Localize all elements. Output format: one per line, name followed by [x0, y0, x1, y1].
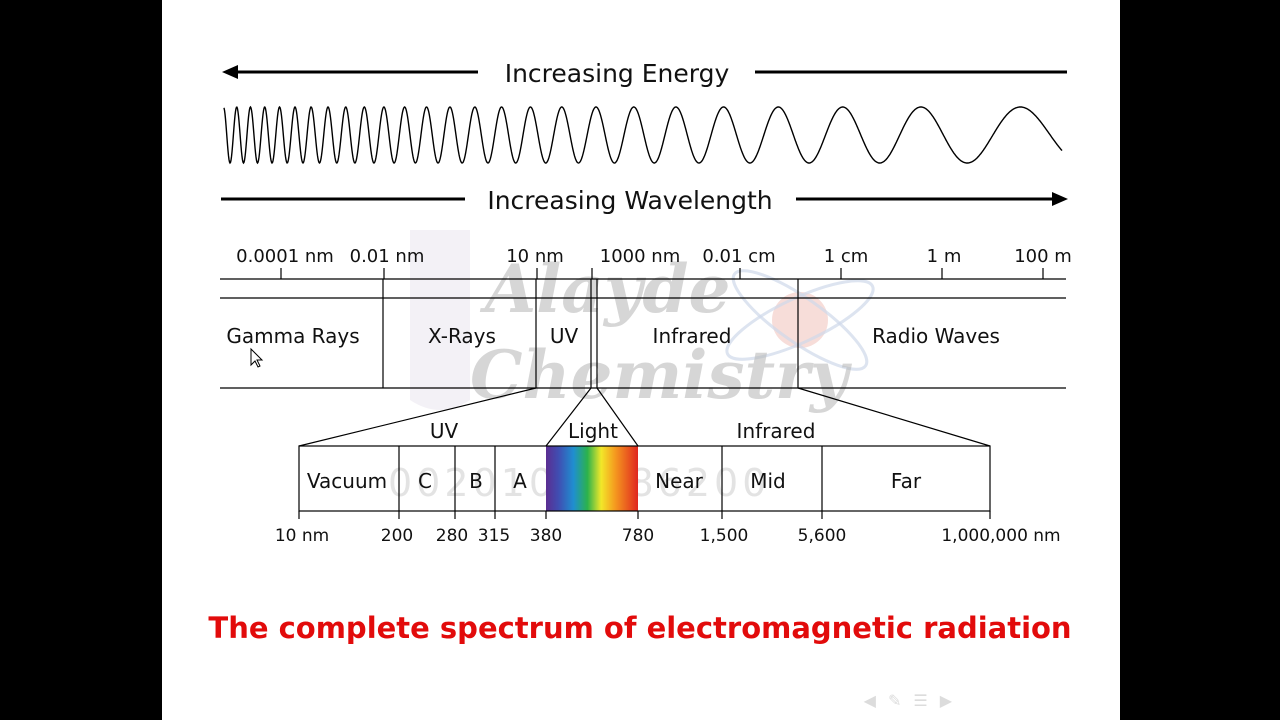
band-infrared: Infrared	[653, 324, 732, 348]
tick-label: 280	[436, 526, 468, 546]
group-label-light: Light	[568, 419, 618, 443]
band-uv: UV	[550, 324, 579, 348]
tick-label: 5,600	[798, 526, 847, 546]
watermark-line1: Alayde	[479, 250, 731, 328]
wavelength-scale: 0.0001 nm 0.01 nm 10 nm 1000 nm 0.01 cm …	[236, 246, 1072, 279]
sub-band-far: Far	[891, 469, 922, 493]
scale-label: 100 m	[1014, 246, 1072, 267]
tick-label: 1,000,000 nm	[941, 526, 1060, 546]
energy-label: Increasing Energy	[505, 59, 730, 88]
wave	[223, 105, 1063, 165]
pen-icon[interactable]: ✎	[887, 691, 902, 710]
prev-icon[interactable]: ◀	[863, 691, 876, 710]
energy-arrow: Increasing Energy	[222, 59, 1067, 88]
visible-light-spectrum	[546, 446, 638, 511]
scale-label: 0.01 cm	[702, 246, 775, 267]
tick-label: 780	[622, 526, 654, 546]
sub-band-box	[298, 445, 991, 519]
sub-band-a: A	[513, 469, 527, 493]
group-label-uv: UV	[430, 419, 459, 443]
sub-band-near: Near	[655, 469, 704, 493]
watermark-flask-icon	[410, 230, 470, 410]
wavelength-arrow: Increasing Wavelength	[221, 186, 1068, 215]
tick-label: 380	[530, 526, 562, 546]
sub-band-vacuum: Vacuum	[307, 469, 387, 493]
tick-label: 1,500	[700, 526, 749, 546]
sub-band-mid: Mid	[750, 469, 786, 493]
group-label-infrared: Infrared	[737, 419, 816, 443]
scale-label: 1 m	[927, 246, 962, 267]
sub-bands: Vacuum C B A Near Mid Far	[307, 469, 922, 493]
band-x-rays: X-Rays	[428, 324, 496, 348]
band-gamma-rays: Gamma Rays	[226, 324, 359, 348]
band-radio-waves: Radio Waves	[872, 324, 1000, 348]
tick-label: 315	[478, 526, 510, 546]
scale-label: 10 nm	[506, 246, 564, 267]
tick-label: 200	[381, 526, 413, 546]
next-icon[interactable]: ▶	[939, 691, 952, 710]
scale-label: 1000 nm	[600, 246, 680, 267]
slide-caption: The complete spectrum of electromagnetic…	[208, 611, 1071, 645]
watermark-atom-icon	[772, 292, 828, 348]
arrow-right-icon	[1052, 192, 1068, 206]
scale-label: 0.0001 nm	[236, 246, 334, 267]
slide-nav: ◀ ✎ ☰ ▶	[864, 691, 952, 710]
tick-label: 10 nm	[275, 526, 329, 546]
em-spectrum-diagram: Alayde Chemistry 002010 0286200 Increasi…	[208, 59, 1072, 645]
mouse-cursor-icon	[250, 347, 264, 368]
wavelength-label: Increasing Wavelength	[487, 186, 772, 215]
sub-band-c: C	[418, 469, 432, 493]
scale-label: 0.01 nm	[350, 246, 425, 267]
menu-icon[interactable]: ☰	[913, 691, 928, 710]
scale-label: 1 cm	[824, 246, 869, 267]
zoom-connectors	[298, 387, 991, 447]
sub-band-b: B	[469, 469, 483, 493]
watermark-line2: Chemistry	[470, 336, 853, 414]
arrow-left-icon	[222, 65, 238, 79]
sub-band-ticks: 10 nm 200 280 315 380 780 1,500 5,600 1,…	[275, 526, 1061, 546]
bands: Gamma Rays X-Rays UV Infrared Radio Wave…	[226, 324, 1000, 348]
slide: Alayde Chemistry 002010 0286200 Increasi…	[162, 0, 1120, 720]
band-table	[220, 278, 1066, 389]
